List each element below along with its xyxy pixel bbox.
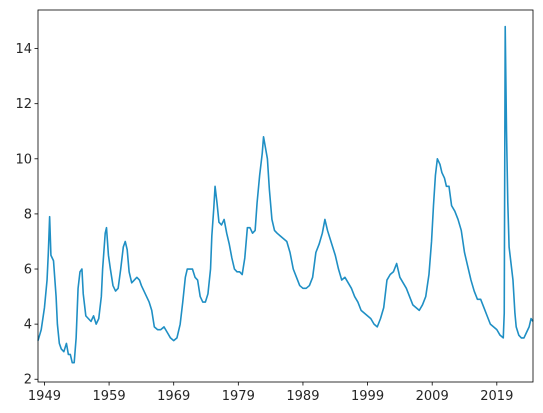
x-axis-ticks: 1949 1959 1969 1979 1989 1999 2009 2019 <box>28 382 513 404</box>
axes-frame-rect <box>37 9 534 383</box>
x-tick-label: 1969 <box>157 389 190 404</box>
axes-frame <box>37 9 534 383</box>
x-tick-label: 2009 <box>416 389 449 404</box>
series-line-0 <box>37 25 534 364</box>
series-layer <box>37 25 534 364</box>
y-tick-label: 10 <box>15 152 32 167</box>
y-tick-label: 14 <box>15 42 32 57</box>
y-axis-ticks: 2 4 6 8 10 12 14 <box>15 42 38 388</box>
x-tick-label: 2019 <box>480 389 513 404</box>
y-tick-label: 8 <box>24 207 32 222</box>
y-tick-label: 6 <box>24 263 32 278</box>
y-tick-label: 12 <box>15 97 32 112</box>
x-tick-label: 1959 <box>93 389 126 404</box>
x-tick-label: 1999 <box>351 389 384 404</box>
x-tick-label: 1979 <box>222 389 255 404</box>
y-tick-label: 2 <box>24 373 32 388</box>
y-tick-label: 4 <box>24 318 32 333</box>
x-tick-label: 1949 <box>28 389 61 404</box>
x-tick-label: 1989 <box>286 389 319 404</box>
